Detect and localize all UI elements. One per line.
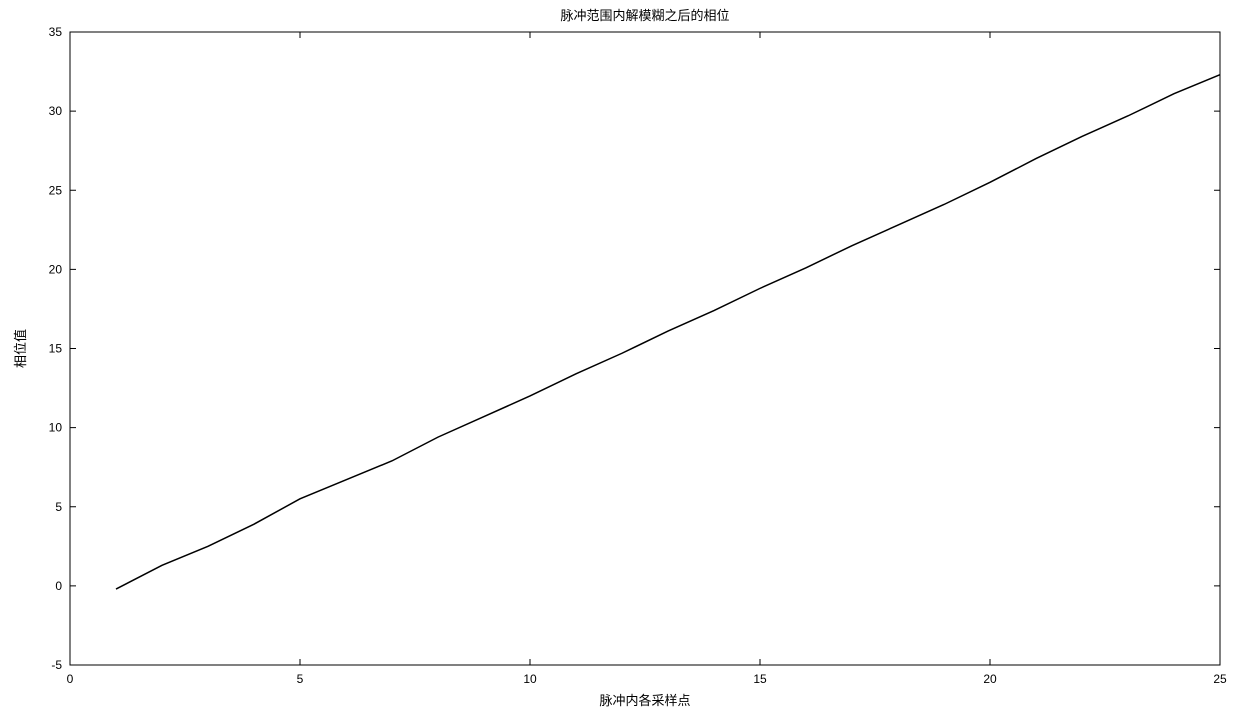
x-tick-label: 0: [67, 672, 74, 686]
x-tick-label: 5: [297, 672, 304, 686]
y-tick-label: 5: [55, 500, 62, 514]
y-tick-label: 30: [49, 104, 63, 118]
y-tick-label: 35: [49, 25, 63, 39]
y-tick-label: -5: [51, 658, 62, 672]
x-axis-label: 脉冲内各采样点: [599, 693, 690, 707]
x-tick-label: 10: [523, 672, 537, 686]
y-tick-label: 25: [49, 183, 63, 197]
y-tick-label: 15: [49, 342, 63, 356]
chart-title: 脉冲范围内解模糊之后的相位: [560, 8, 729, 23]
y-axis-label: 相位值: [13, 329, 28, 368]
line-chart: 0 5 10 15 20 25 -5 0 5 10 15 20 25 30 35 脉冲范围内解模糊之后的相位脉…: [0, 0, 1240, 707]
y-tick-label: 20: [49, 262, 63, 276]
y-tick-label: 10: [49, 421, 63, 435]
chart-svg: 0 5 10 15 20 25 -5 0 5 10 15 20 25 30 35 脉冲范围内解模糊之后的相位脉…: [0, 0, 1240, 707]
y-tick-label: 0: [55, 579, 62, 593]
x-tick-label: 20: [983, 672, 997, 686]
x-tick-label: 15: [753, 672, 767, 686]
x-tick-label: 25: [1213, 672, 1227, 686]
